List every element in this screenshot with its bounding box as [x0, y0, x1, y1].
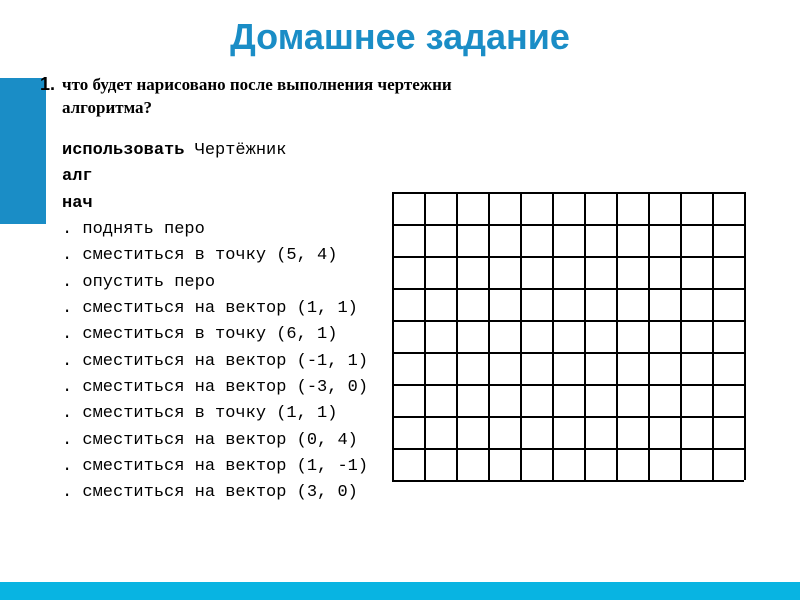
code-block: использовать Чертёжник алг нач . поднять… — [62, 138, 368, 507]
code-use-arg: Чертёжник — [184, 141, 286, 160]
code-line-12: . сместиться на вектор (1, -1) — [62, 454, 368, 480]
grid-hline — [392, 448, 744, 450]
grid-hline — [392, 384, 744, 386]
code-line-8: . сместиться на вектор (-1, 1) — [62, 349, 368, 375]
page-title: Домашнее задание — [0, 16, 800, 58]
code-line-4: . сместиться в точку (5, 4) — [62, 243, 368, 269]
question-block: что будет нарисовано после выполнения че… — [62, 74, 762, 120]
code-line-alg: алг — [62, 164, 368, 190]
grid-vline — [584, 192, 586, 480]
grid-hline — [392, 480, 744, 482]
grid-vline — [744, 192, 746, 480]
code-line-7: . сместиться в точку (6, 1) — [62, 322, 368, 348]
grid-vline — [488, 192, 490, 480]
sidebar-accent — [0, 78, 46, 224]
grid-hline — [392, 416, 744, 418]
grid-vline — [680, 192, 682, 480]
question-line-2: алгоритма? — [62, 97, 762, 120]
grid-hline — [392, 352, 744, 354]
grid-vline — [424, 192, 426, 480]
grid-vline — [712, 192, 714, 480]
grid-vline — [552, 192, 554, 480]
grid-vline — [456, 192, 458, 480]
slide-page: Домашнее задание 1. что будет нарисовано… — [0, 0, 800, 600]
code-line-6: . сместиться на вектор (1, 1) — [62, 296, 368, 322]
code-line-9: . сместиться на вектор (-3, 0) — [62, 375, 368, 401]
kw-use: использовать — [62, 141, 184, 160]
bottom-accent-bar — [0, 582, 800, 600]
code-line-11: . сместиться на вектор (0, 4) — [62, 428, 368, 454]
code-line-5: . опустить перо — [62, 270, 368, 296]
grid-hline — [392, 288, 744, 290]
grid-hline — [392, 224, 744, 226]
code-line-13: . сместиться на вектор (3, 0) — [62, 480, 368, 506]
code-line-nach: нач — [62, 191, 368, 217]
grid-vline — [392, 192, 394, 480]
code-line-10: . сместиться в точку (1, 1) — [62, 401, 368, 427]
code-line-use: использовать Чертёжник — [62, 138, 368, 164]
grid-hline — [392, 192, 744, 194]
grid-vline — [520, 192, 522, 480]
drawing-grid — [392, 192, 745, 480]
grid-hline — [392, 256, 744, 258]
grid-vline — [648, 192, 650, 480]
code-line-3: . поднять перо — [62, 217, 368, 243]
question-line-1: что будет нарисовано после выполнения че… — [62, 74, 762, 97]
question-number: 1. — [40, 74, 55, 95]
grid-vline — [616, 192, 618, 480]
grid-hline — [392, 320, 744, 322]
